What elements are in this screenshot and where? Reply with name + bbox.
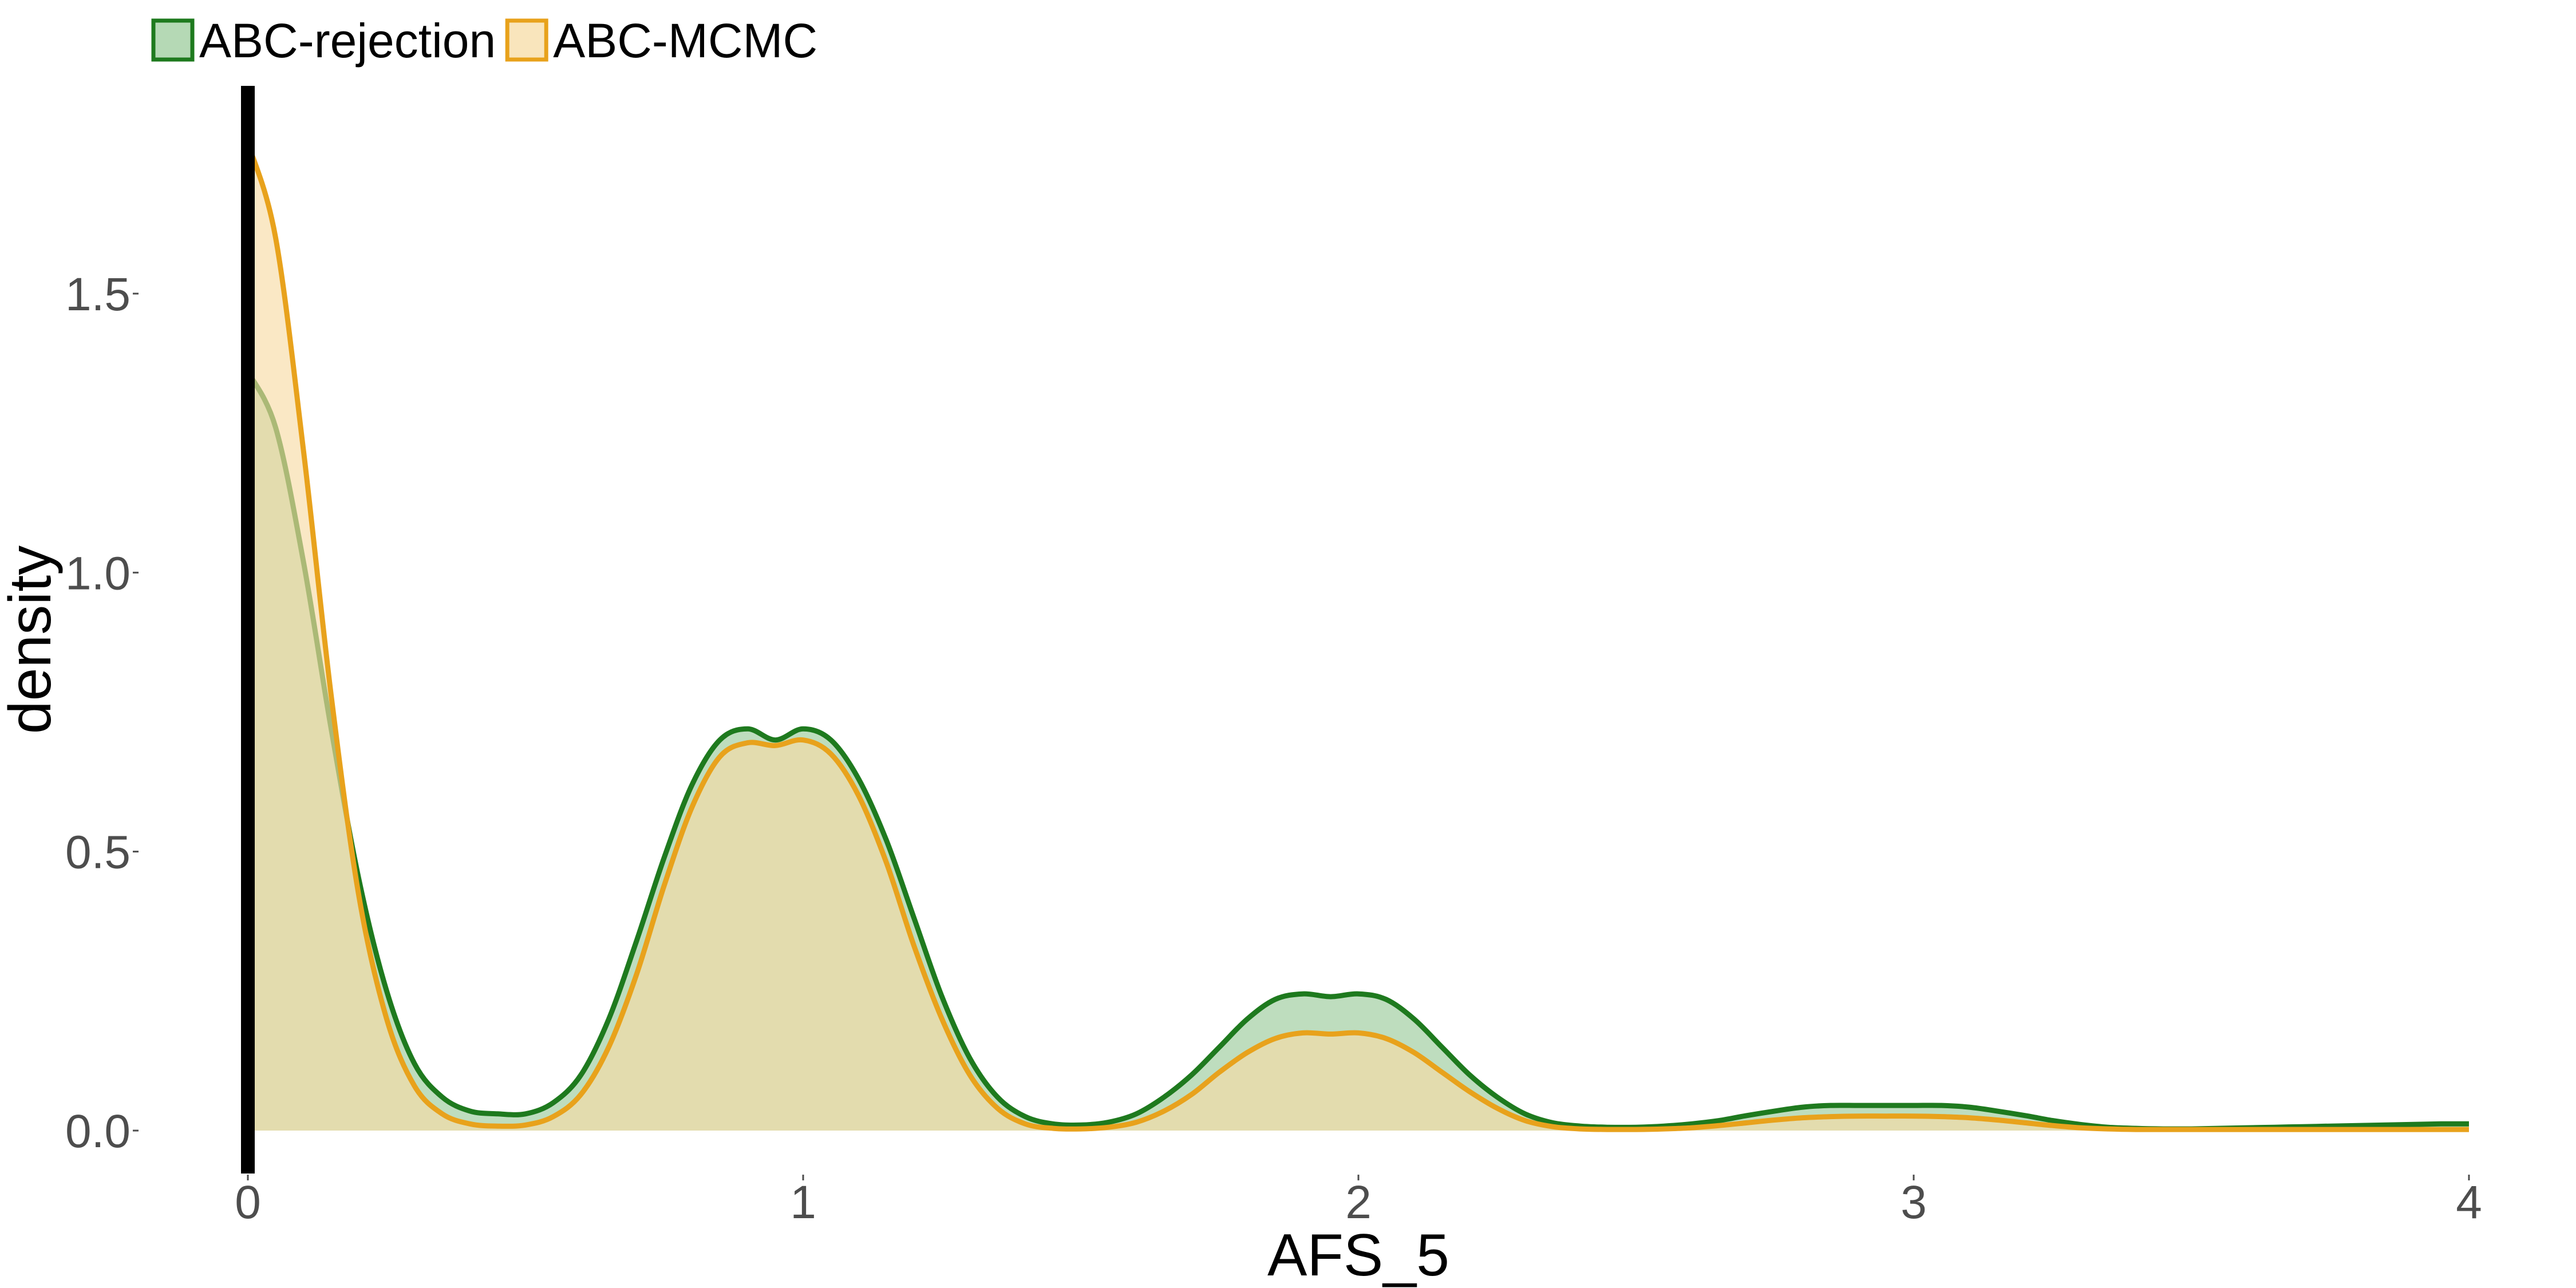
y-tick-label: 1.0 — [65, 547, 131, 599]
legend-label-abc-mcmc: ABC-MCMC — [553, 14, 817, 68]
legend-swatch-abc-mcmc — [505, 18, 548, 62]
x-axis: 0 1 2 3 4 — [235, 1175, 2482, 1228]
x-tick-label: 0 — [235, 1176, 261, 1228]
x-axis-title: AFS_5 — [1267, 1222, 1449, 1288]
legend-swatch-abc-rejection — [151, 18, 195, 62]
legend: ABC-rejection ABC-MCMC — [151, 14, 817, 68]
y-axis-title: density — [0, 546, 64, 734]
x-tick-label: 4 — [2456, 1176, 2482, 1228]
x-tick-label: 2 — [1345, 1176, 1372, 1228]
x-tick-label: 1 — [790, 1176, 816, 1228]
legend-label-abc-rejection: ABC-rejection — [199, 14, 496, 68]
area-fill-abc-rejection — [248, 372, 2469, 1131]
x-tick-label: 3 — [1901, 1176, 1927, 1228]
y-axis: 0.0 0.5 1.0 1.5 — [65, 268, 139, 1157]
y-tick-label: 1.5 — [65, 268, 131, 321]
y-tick-label: 0.5 — [65, 827, 131, 879]
density-line-abc-rejection — [245, 370, 2470, 1132]
density-line-abc-mcmc — [245, 142, 2469, 1132]
area-fill-abc-mcmc — [248, 143, 2469, 1131]
y-tick-label: 0.0 — [65, 1105, 131, 1157]
density-areas — [245, 142, 2470, 1132]
